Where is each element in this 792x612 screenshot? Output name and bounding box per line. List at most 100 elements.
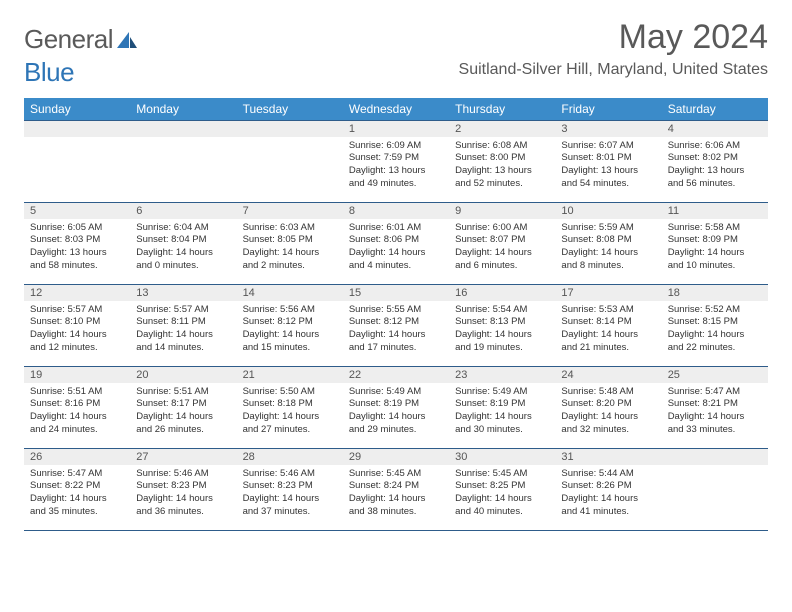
day-number: 9 (449, 203, 555, 219)
calendar-cell: 21Sunrise: 5:50 AMSunset: 8:18 PMDayligh… (237, 366, 343, 448)
day-details (662, 465, 768, 472)
day-number: 16 (449, 285, 555, 301)
header: GeneralBlue May 2024 Suitland-Silver Hil… (24, 18, 768, 88)
day-number: 20 (130, 367, 236, 383)
calendar-cell: 30Sunrise: 5:45 AMSunset: 8:25 PMDayligh… (449, 448, 555, 530)
day-details: Sunrise: 5:46 AMSunset: 8:23 PMDaylight:… (130, 465, 236, 523)
logo: GeneralBlue (24, 24, 139, 88)
day-details: Sunrise: 6:03 AMSunset: 8:05 PMDaylight:… (237, 219, 343, 277)
day-details: Sunrise: 5:59 AMSunset: 8:08 PMDaylight:… (555, 219, 661, 277)
day-number: 24 (555, 367, 661, 383)
day-number: 11 (662, 203, 768, 219)
day-details (237, 137, 343, 144)
day-number: 10 (555, 203, 661, 219)
day-details: Sunrise: 5:53 AMSunset: 8:14 PMDaylight:… (555, 301, 661, 359)
day-number: 25 (662, 367, 768, 383)
calendar-cell: 29Sunrise: 5:45 AMSunset: 8:24 PMDayligh… (343, 448, 449, 530)
day-details: Sunrise: 5:51 AMSunset: 8:16 PMDaylight:… (24, 383, 130, 441)
day-number (662, 449, 768, 465)
day-details: Sunrise: 5:51 AMSunset: 8:17 PMDaylight:… (130, 383, 236, 441)
weekday-header: Friday (555, 98, 661, 121)
day-details: Sunrise: 6:08 AMSunset: 8:00 PMDaylight:… (449, 137, 555, 195)
day-details: Sunrise: 5:52 AMSunset: 8:15 PMDaylight:… (662, 301, 768, 359)
day-number: 8 (343, 203, 449, 219)
day-number: 22 (343, 367, 449, 383)
day-details: Sunrise: 5:48 AMSunset: 8:20 PMDaylight:… (555, 383, 661, 441)
calendar-cell: 3Sunrise: 6:07 AMSunset: 8:01 PMDaylight… (555, 120, 661, 202)
calendar-cell (237, 120, 343, 202)
day-number: 19 (24, 367, 130, 383)
calendar-cell: 4Sunrise: 6:06 AMSunset: 8:02 PMDaylight… (662, 120, 768, 202)
calendar-cell: 2Sunrise: 6:08 AMSunset: 8:00 PMDaylight… (449, 120, 555, 202)
day-details: Sunrise: 5:47 AMSunset: 8:22 PMDaylight:… (24, 465, 130, 523)
calendar-cell: 28Sunrise: 5:46 AMSunset: 8:23 PMDayligh… (237, 448, 343, 530)
calendar-table: SundayMondayTuesdayWednesdayThursdayFrid… (24, 98, 768, 531)
calendar-week-row: 1Sunrise: 6:09 AMSunset: 7:59 PMDaylight… (24, 120, 768, 202)
day-number: 12 (24, 285, 130, 301)
calendar-cell: 31Sunrise: 5:44 AMSunset: 8:26 PMDayligh… (555, 448, 661, 530)
day-details: Sunrise: 5:57 AMSunset: 8:11 PMDaylight:… (130, 301, 236, 359)
day-number: 30 (449, 449, 555, 465)
day-number: 13 (130, 285, 236, 301)
day-details: Sunrise: 5:45 AMSunset: 8:25 PMDaylight:… (449, 465, 555, 523)
day-number (24, 121, 130, 137)
calendar-body: 1Sunrise: 6:09 AMSunset: 7:59 PMDaylight… (24, 120, 768, 530)
day-details: Sunrise: 6:05 AMSunset: 8:03 PMDaylight:… (24, 219, 130, 277)
day-details: Sunrise: 6:06 AMSunset: 8:02 PMDaylight:… (662, 137, 768, 195)
day-details: Sunrise: 5:57 AMSunset: 8:10 PMDaylight:… (24, 301, 130, 359)
day-number: 7 (237, 203, 343, 219)
day-number: 18 (662, 285, 768, 301)
calendar-cell: 12Sunrise: 5:57 AMSunset: 8:10 PMDayligh… (24, 284, 130, 366)
month-title: May 2024 (459, 18, 768, 57)
day-number: 14 (237, 285, 343, 301)
sail-icon (115, 26, 139, 57)
day-number: 2 (449, 121, 555, 137)
calendar-cell: 25Sunrise: 5:47 AMSunset: 8:21 PMDayligh… (662, 366, 768, 448)
calendar-cell (662, 448, 768, 530)
calendar-cell: 26Sunrise: 5:47 AMSunset: 8:22 PMDayligh… (24, 448, 130, 530)
calendar-cell: 1Sunrise: 6:09 AMSunset: 7:59 PMDaylight… (343, 120, 449, 202)
day-details: Sunrise: 6:07 AMSunset: 8:01 PMDaylight:… (555, 137, 661, 195)
day-details: Sunrise: 5:47 AMSunset: 8:21 PMDaylight:… (662, 383, 768, 441)
calendar-cell (24, 120, 130, 202)
day-number: 15 (343, 285, 449, 301)
day-number: 21 (237, 367, 343, 383)
calendar-cell: 24Sunrise: 5:48 AMSunset: 8:20 PMDayligh… (555, 366, 661, 448)
day-number: 3 (555, 121, 661, 137)
title-block: May 2024 Suitland-Silver Hill, Maryland,… (459, 18, 768, 79)
calendar-cell: 20Sunrise: 5:51 AMSunset: 8:17 PMDayligh… (130, 366, 236, 448)
day-number: 6 (130, 203, 236, 219)
weekday-header: Monday (130, 98, 236, 121)
calendar-page: GeneralBlue May 2024 Suitland-Silver Hil… (0, 0, 792, 531)
day-number: 5 (24, 203, 130, 219)
day-details: Sunrise: 5:55 AMSunset: 8:12 PMDaylight:… (343, 301, 449, 359)
day-details: Sunrise: 5:54 AMSunset: 8:13 PMDaylight:… (449, 301, 555, 359)
day-details: Sunrise: 5:49 AMSunset: 8:19 PMDaylight:… (449, 383, 555, 441)
calendar-cell: 11Sunrise: 5:58 AMSunset: 8:09 PMDayligh… (662, 202, 768, 284)
logo-word2: Blue (24, 57, 74, 87)
calendar-cell: 22Sunrise: 5:49 AMSunset: 8:19 PMDayligh… (343, 366, 449, 448)
day-number: 31 (555, 449, 661, 465)
location: Suitland-Silver Hill, Maryland, United S… (459, 61, 768, 79)
day-details: Sunrise: 5:50 AMSunset: 8:18 PMDaylight:… (237, 383, 343, 441)
calendar-cell: 5Sunrise: 6:05 AMSunset: 8:03 PMDaylight… (24, 202, 130, 284)
calendar-head: SundayMondayTuesdayWednesdayThursdayFrid… (24, 98, 768, 121)
day-number: 26 (24, 449, 130, 465)
day-details: Sunrise: 5:45 AMSunset: 8:24 PMDaylight:… (343, 465, 449, 523)
weekday-header-row: SundayMondayTuesdayWednesdayThursdayFrid… (24, 98, 768, 121)
calendar-cell: 15Sunrise: 5:55 AMSunset: 8:12 PMDayligh… (343, 284, 449, 366)
weekday-header: Saturday (662, 98, 768, 121)
day-details: Sunrise: 6:04 AMSunset: 8:04 PMDaylight:… (130, 219, 236, 277)
day-details: Sunrise: 6:00 AMSunset: 8:07 PMDaylight:… (449, 219, 555, 277)
logo-word1: General (24, 24, 113, 54)
day-number: 17 (555, 285, 661, 301)
day-number: 27 (130, 449, 236, 465)
calendar-cell: 8Sunrise: 6:01 AMSunset: 8:06 PMDaylight… (343, 202, 449, 284)
weekday-header: Tuesday (237, 98, 343, 121)
calendar-cell: 7Sunrise: 6:03 AMSunset: 8:05 PMDaylight… (237, 202, 343, 284)
day-details: Sunrise: 5:58 AMSunset: 8:09 PMDaylight:… (662, 219, 768, 277)
day-details (24, 137, 130, 144)
calendar-cell: 17Sunrise: 5:53 AMSunset: 8:14 PMDayligh… (555, 284, 661, 366)
calendar-cell: 19Sunrise: 5:51 AMSunset: 8:16 PMDayligh… (24, 366, 130, 448)
calendar-cell: 9Sunrise: 6:00 AMSunset: 8:07 PMDaylight… (449, 202, 555, 284)
